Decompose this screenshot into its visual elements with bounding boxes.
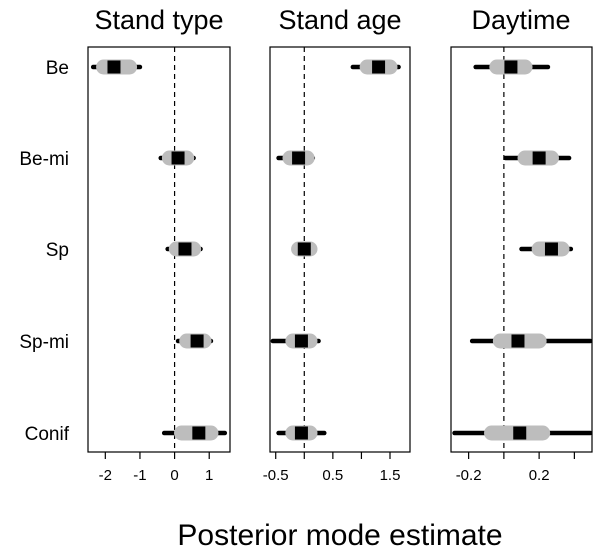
category-label-sp-mi: Sp-mi [19,332,69,353]
x-tick-label: 0 [170,467,178,484]
category-label-sp: Sp [46,240,69,261]
x-tick-label: 1 [205,467,213,484]
category-label-be: Be [46,58,69,79]
category-label-conif: Conif [25,424,70,445]
mode-marker-conif [294,426,308,440]
mode-marker-be [504,60,518,74]
mode-marker-be-mi [171,151,185,165]
x-axis-title: Posterior mode estimate [177,519,502,552]
category-label-be-mi: Be-mi [19,149,69,170]
panel-frame-daytime [450,46,593,453]
panel-title-stand-age: Stand age [278,5,401,35]
x-tick-label: 0.2 [529,467,550,484]
mode-marker-sp-mi [190,334,204,348]
x-tick-label: -0.5 [263,467,289,484]
mode-marker-be [107,60,121,74]
mode-marker-sp [178,242,192,256]
x-tick-label: -2 [99,467,112,484]
mode-marker-be-mi [292,151,306,165]
mode-marker-sp-mi [294,334,308,348]
panel-stand-age: -0.5 0.5 1.5 [263,46,411,484]
panel-frame-stand-age [269,46,411,453]
mode-marker-sp [297,242,311,256]
panel-title-stand-type: Stand type [94,5,223,35]
panel-daytime: -0.2 0.2 [450,46,593,484]
panel-title-daytime: Daytime [471,5,570,35]
x-tick-label: 0.5 [322,467,343,484]
panel-stand-type: -2 -1 0 1 [87,46,231,484]
x-tick-label: -0.2 [456,467,482,484]
mode-marker-be-mi [532,151,546,165]
mode-marker-sp-mi [511,334,525,348]
mode-marker-conif [513,426,527,440]
x-tick-label: 1.5 [380,467,401,484]
x-tick-label: -1 [133,467,146,484]
mode-marker-be [372,60,386,74]
mode-marker-sp [544,242,558,256]
mode-marker-conif [192,426,206,440]
panel-frame-stand-type [87,46,231,453]
